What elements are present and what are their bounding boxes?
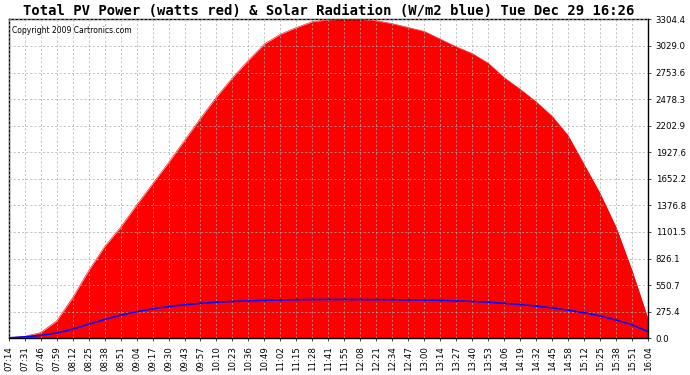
Text: Copyright 2009 Cartronics.com: Copyright 2009 Cartronics.com xyxy=(12,26,132,35)
Title: Total PV Power (watts red) & Solar Radiation (W/m2 blue) Tue Dec 29 16:26: Total PV Power (watts red) & Solar Radia… xyxy=(23,4,634,18)
